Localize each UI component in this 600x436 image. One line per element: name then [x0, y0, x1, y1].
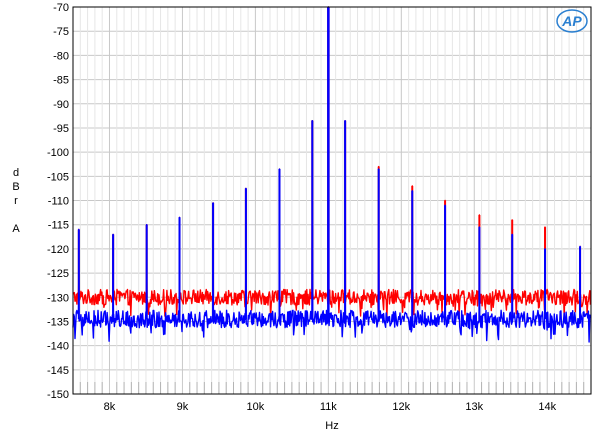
- y-tick-label: -135: [47, 316, 69, 328]
- series-layer: [72, 6, 592, 343]
- plot-frame: [72, 6, 592, 395]
- y-tick-label: -130: [47, 292, 69, 304]
- y-tick-label: -140: [47, 341, 69, 353]
- x-tick-label: 13k: [465, 401, 483, 413]
- ap-logo: AP: [556, 9, 588, 33]
- y-axis-label-char: r: [14, 195, 18, 207]
- y-tick-label: -125: [47, 268, 69, 280]
- y-tick-label: -80: [53, 50, 69, 62]
- y-tick-label: -145: [47, 365, 69, 377]
- y-tick-label: -70: [53, 2, 69, 14]
- y-tick-label: -85: [53, 75, 69, 87]
- y-tick-label: -115: [48, 220, 69, 232]
- x-tick-label: 9k: [177, 401, 189, 413]
- y-tick-label: -150: [47, 389, 69, 401]
- logo-ring: [556, 9, 588, 33]
- y-tick-label: -110: [48, 196, 69, 208]
- series-line-1: [72, 6, 592, 343]
- y-axis-label-char: d: [13, 167, 19, 179]
- y-tick-label: -95: [53, 123, 69, 135]
- y-axis-label-char: A: [12, 223, 20, 235]
- x-tick-label: 11k: [320, 401, 337, 413]
- y-tick-label: -75: [53, 26, 69, 38]
- logo-text: AP: [561, 13, 582, 29]
- x-tick-label: 8k: [104, 401, 116, 413]
- y-tick-labels: -70 -75 -80 -85 -90 -95 -100 -105 -110 -115 -120 -1…: [47, 2, 69, 401]
- y-axis-label: dBr A: [12, 167, 20, 235]
- series-line-0: [72, 6, 592, 320]
- y-tick-label: -90: [53, 99, 69, 111]
- y-axis-label-char: B: [12, 181, 19, 193]
- y-tick-label: -120: [47, 244, 69, 256]
- x-tick-label: 10k: [247, 401, 265, 413]
- x-tick-label: 14k: [538, 401, 556, 413]
- x-tick-label: 12k: [392, 401, 410, 413]
- grid: [73, 6, 591, 395]
- x-axis-label: Hz: [325, 420, 338, 432]
- y-tick-label: -105: [47, 171, 69, 183]
- x-tick-labels: 8k 9k 10k 11k 12k 13k 14k: [104, 401, 557, 413]
- y-tick-label: -100: [47, 147, 69, 159]
